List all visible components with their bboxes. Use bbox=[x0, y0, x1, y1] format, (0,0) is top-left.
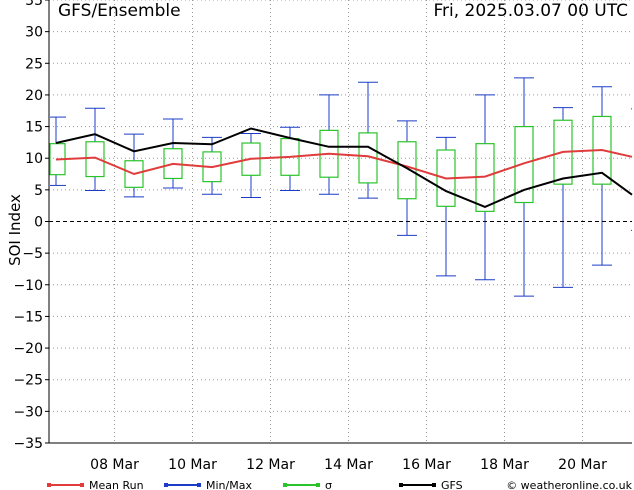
minmax-series bbox=[50, 77, 632, 297]
y-tick-label: −15 bbox=[13, 309, 43, 325]
run-datetime: Fri, 2025.03.07 00 UTC bbox=[433, 1, 628, 21]
mean-run-line bbox=[55, 148, 633, 180]
legend-marker bbox=[399, 483, 403, 487]
sigma-box bbox=[514, 125, 534, 204]
legend-min-max: Min/Max bbox=[164, 479, 252, 490]
y-tick-label: −5 bbox=[22, 246, 43, 262]
y-tick-label: −20 bbox=[13, 341, 43, 357]
chart-title: GFS/Ensemble bbox=[58, 1, 181, 21]
y-tick-label: −25 bbox=[13, 373, 43, 389]
copyright-text: © weatheronline.co.uk bbox=[506, 479, 632, 490]
legend-marker bbox=[80, 483, 84, 487]
y-axis-ticks: −35 −30 −25 −20 −15 −10 −5 0 5 10 15 20 25 30 35 bbox=[13, 0, 49, 452]
y-tick-label: 25 bbox=[25, 56, 43, 72]
legend: Mean Run Min/Max σ GFS bbox=[47, 479, 463, 490]
legend-sigma: σ bbox=[283, 479, 332, 490]
legend-label: Min/Max bbox=[206, 479, 252, 490]
legend-marker bbox=[283, 483, 287, 487]
legend-label: GFS bbox=[441, 479, 463, 490]
y-tick-label: 10 bbox=[25, 151, 43, 167]
x-tick-label: 14 Mar bbox=[324, 457, 373, 473]
y-tick-label: 0 bbox=[34, 215, 43, 231]
legend-mean-run: Mean Run bbox=[47, 479, 144, 490]
x-tick-label: 20 Mar bbox=[558, 457, 607, 473]
y-tick-label: 5 bbox=[34, 183, 43, 199]
y-tick-label: 35 bbox=[25, 0, 43, 9]
x-tick-label: 16 Mar bbox=[402, 457, 451, 473]
sigma-box bbox=[163, 148, 183, 180]
legend-gfs: GFS bbox=[399, 479, 463, 490]
legend-marker bbox=[164, 483, 168, 487]
legend-marker bbox=[432, 483, 436, 487]
gfs-line bbox=[55, 127, 633, 208]
legend-label: Mean Run bbox=[89, 479, 144, 490]
sigma-box bbox=[124, 160, 144, 188]
y-axis-label: SOI Index bbox=[6, 194, 24, 266]
x-tick-label: 12 Mar bbox=[246, 457, 295, 473]
y-tick-label: −35 bbox=[13, 436, 43, 452]
x-tick-label: 08 Mar bbox=[90, 457, 139, 473]
y-tick-label: 15 bbox=[25, 120, 43, 136]
x-tick-label: 18 Mar bbox=[480, 457, 529, 473]
legend-label: σ bbox=[325, 479, 332, 490]
x-tick-label: 10 Mar bbox=[168, 457, 217, 473]
sigma-box bbox=[85, 141, 105, 178]
x-axis-ticks: 08 Mar 10 Mar 12 Mar 14 Mar 16 Mar 18 Mar 20 M… bbox=[90, 457, 607, 473]
y-tick-label: 20 bbox=[25, 88, 43, 104]
plot-area bbox=[49, 77, 633, 297]
y-tick-label: −30 bbox=[13, 404, 43, 420]
legend-marker bbox=[197, 483, 201, 487]
y-tick-label: 30 bbox=[25, 25, 43, 41]
lines bbox=[55, 127, 633, 208]
legend-marker bbox=[47, 483, 51, 487]
legend-marker bbox=[316, 483, 320, 487]
y-tick-label: −10 bbox=[13, 278, 43, 294]
